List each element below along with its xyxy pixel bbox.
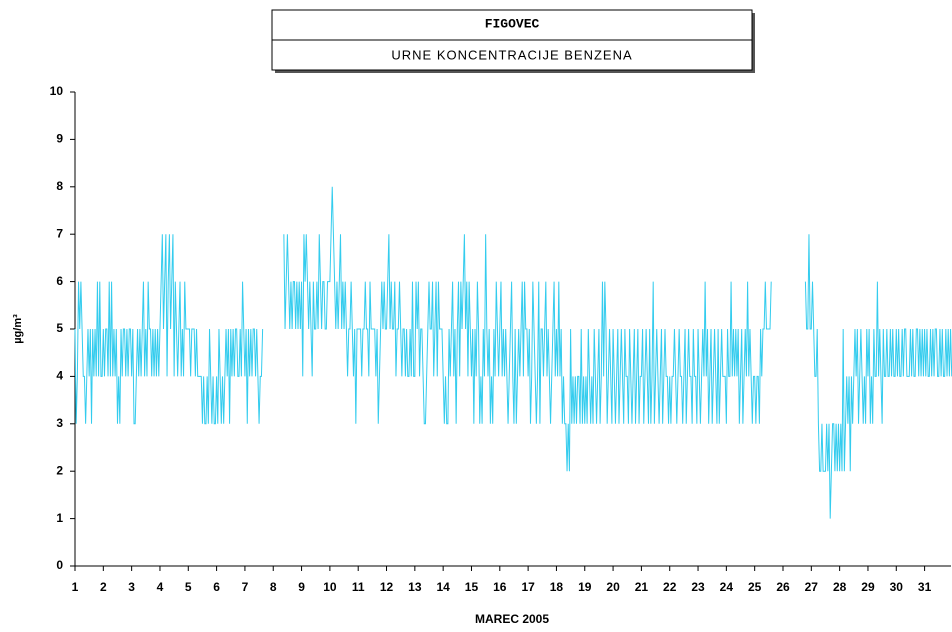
y-tick-label: 2 xyxy=(56,463,63,477)
x-axis-label: MAREC 2005 xyxy=(475,612,549,626)
x-tick-label: 16 xyxy=(493,580,507,594)
y-tick-label: 3 xyxy=(56,416,63,430)
x-tick-label: 14 xyxy=(436,580,450,594)
x-tick-label: 18 xyxy=(550,580,564,594)
x-tick-label: 10 xyxy=(323,580,337,594)
y-tick-label: 1 xyxy=(56,511,63,525)
y-tick-label: 10 xyxy=(50,84,64,98)
x-tick-label: 21 xyxy=(635,580,649,594)
y-tick-label: 5 xyxy=(56,321,63,335)
x-tick-label: 23 xyxy=(691,580,705,594)
x-tick-label: 24 xyxy=(720,580,734,594)
chart-subtitle: URNE KONCENTRACIJE BENZENA xyxy=(391,47,632,62)
x-tick-label: 11 xyxy=(352,580,365,594)
x-tick-label: 2 xyxy=(100,580,107,594)
x-tick-label: 28 xyxy=(833,580,847,594)
y-tick-label: 0 xyxy=(56,558,63,572)
y-tick-label: 7 xyxy=(56,226,63,240)
x-tick-label: 1 xyxy=(72,580,79,594)
x-tick-label: 26 xyxy=(776,580,790,594)
x-tick-label: 30 xyxy=(890,580,904,594)
x-tick-label: 12 xyxy=(380,580,394,594)
data-line xyxy=(74,186,952,519)
x-tick-label: 6 xyxy=(213,580,220,594)
y-tick-label: 4 xyxy=(56,369,63,383)
chart-title: FIGOVEC xyxy=(485,16,540,31)
x-tick-label: 5 xyxy=(185,580,192,594)
x-tick-label: 7 xyxy=(242,580,249,594)
x-tick-label: 9 xyxy=(298,580,305,594)
y-tick-label: 8 xyxy=(56,179,63,193)
x-tick-label: 31 xyxy=(918,580,932,594)
x-tick-label: 19 xyxy=(578,580,592,594)
x-tick-label: 20 xyxy=(606,580,620,594)
x-tick-label: 22 xyxy=(663,580,677,594)
x-tick-label: 8 xyxy=(270,580,277,594)
y-tick-label: 9 xyxy=(56,132,63,146)
y-tick-label: 6 xyxy=(56,274,63,288)
x-tick-label: 27 xyxy=(805,580,819,594)
x-tick-label: 13 xyxy=(408,580,422,594)
x-tick-label: 17 xyxy=(521,580,535,594)
x-tick-label: 29 xyxy=(861,580,875,594)
x-tick-label: 25 xyxy=(748,580,762,594)
y-axis-label: µg/m³ xyxy=(12,314,24,344)
x-tick-label: 4 xyxy=(157,580,164,594)
x-tick-label: 3 xyxy=(128,580,135,594)
x-tick-label: 15 xyxy=(465,580,479,594)
